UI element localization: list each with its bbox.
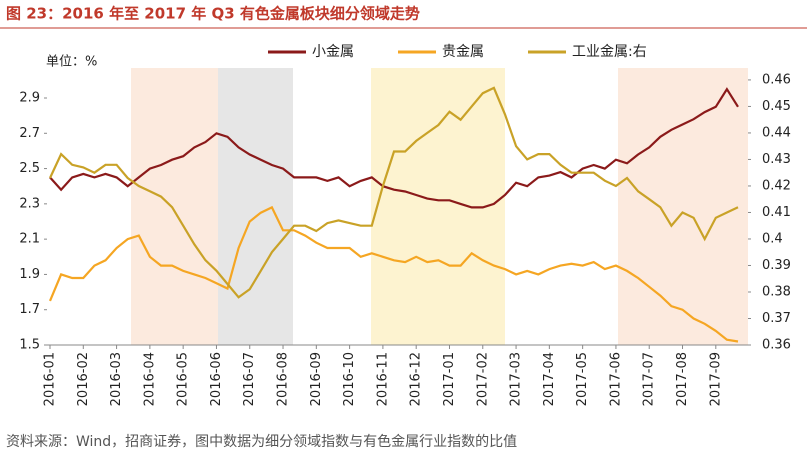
x-tick-label: 2017-04 bbox=[542, 352, 557, 406]
x-tick-label: 2016-06 bbox=[209, 352, 224, 406]
shade bbox=[218, 68, 293, 345]
x-tick-label: 2016-01 bbox=[43, 352, 58, 406]
series-line bbox=[49, 87, 739, 209]
y-tick-label: 2.5 bbox=[19, 161, 40, 176]
shade bbox=[618, 68, 748, 345]
shade bbox=[131, 68, 218, 345]
x-tick-label: 2017-06 bbox=[608, 352, 623, 406]
legend-label: 小金属 bbox=[312, 44, 354, 60]
x-tick-label: 2016-12 bbox=[409, 352, 424, 406]
y2-tick-label: 0.45 bbox=[762, 99, 791, 114]
y2-tick-label: 0.39 bbox=[762, 258, 791, 273]
y2-tick-label: 0.43 bbox=[762, 152, 791, 167]
y-tick-label: 1.9 bbox=[19, 267, 40, 282]
y2-tick-label: 0.37 bbox=[762, 311, 791, 326]
x-tick-label: 2016-04 bbox=[142, 352, 157, 406]
y2-tick-label: 0.46 bbox=[762, 72, 791, 87]
x-tick-label: 2017-01 bbox=[442, 352, 457, 406]
y2-tick-label: 0.36 bbox=[762, 338, 791, 353]
legend-label: 工业金属:右 bbox=[572, 44, 647, 60]
x-tick-label: 2016-08 bbox=[276, 352, 291, 406]
x-tick-label: 2017-07 bbox=[642, 352, 657, 406]
source-note: 资料来源：Wind，招商证券，图中数据为细分领域指数与有色金属行业指数的比值 bbox=[6, 433, 517, 450]
y-tick-label: 2.9 bbox=[19, 90, 40, 105]
x-tick-label: 2016-09 bbox=[309, 352, 324, 406]
y2-tick-label: 0.42 bbox=[762, 178, 791, 193]
x-tick-label: 2016-02 bbox=[76, 352, 91, 406]
legend-label: 贵金属 bbox=[442, 44, 484, 60]
series-line bbox=[49, 86, 739, 299]
y2-tick-label: 0.41 bbox=[762, 205, 791, 220]
x-tick-label: 2017-03 bbox=[509, 352, 524, 406]
y2-tick-label: 0.4 bbox=[762, 231, 783, 246]
y2-tick-label: 0.44 bbox=[762, 125, 791, 140]
x-tick-label: 2016-03 bbox=[109, 352, 124, 406]
y-tick-label: 1.7 bbox=[19, 302, 40, 317]
x-tick-label: 2016-10 bbox=[342, 352, 357, 406]
y-tick-label: 2.7 bbox=[19, 126, 40, 141]
x-tick-label: 2016-11 bbox=[375, 352, 390, 406]
y-tick-label: 2.1 bbox=[19, 232, 40, 247]
y-tick-label: 1.5 bbox=[19, 338, 40, 353]
x-tick-label: 2016-07 bbox=[242, 352, 257, 406]
y2-tick-label: 0.38 bbox=[762, 284, 791, 299]
x-tick-label: 2017-08 bbox=[675, 352, 690, 406]
chart-title: 图 23：2016 年至 2017 年 Q3 有色金属板块细分领域走势 bbox=[6, 5, 420, 23]
y-tick-label: 2.3 bbox=[19, 196, 40, 211]
x-tick-label: 2017-05 bbox=[575, 352, 590, 406]
x-tick-label: 2017-09 bbox=[708, 352, 723, 406]
x-tick-label: 2016-05 bbox=[176, 352, 191, 406]
series-line bbox=[48, 205, 739, 343]
y-axis-label: 单位：% bbox=[46, 55, 97, 70]
x-tick-label: 2017-02 bbox=[475, 352, 490, 406]
